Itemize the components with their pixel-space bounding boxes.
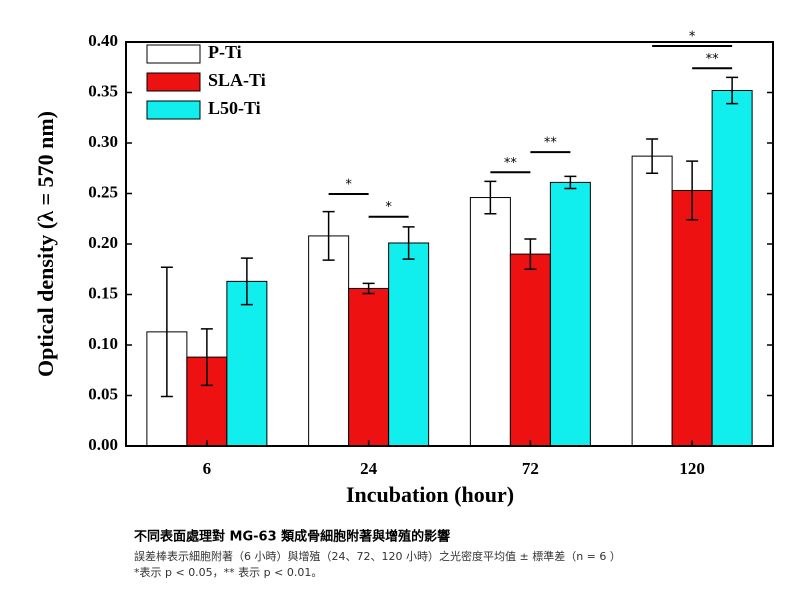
- x-tick-label: 6: [203, 459, 212, 478]
- significance-label: **: [504, 156, 518, 171]
- x-tick-label: 120: [679, 459, 705, 478]
- caption-line: *表示 p < 0.05，** 表示 p < 0.01。: [134, 565, 322, 579]
- y-tick-label: 0.30: [88, 132, 118, 151]
- y-tick-label: 0.15: [88, 283, 118, 302]
- error-bar: [726, 76, 739, 105]
- legend-swatch: [146, 44, 201, 64]
- y-tick-label: 0.00: [88, 435, 118, 454]
- significance-label: *: [345, 178, 352, 193]
- y-tick-label: 0.05: [88, 384, 118, 403]
- error-bar: [484, 180, 497, 215]
- bar: [711, 89, 753, 447]
- significance-label: **: [544, 136, 558, 151]
- y-tick-label: 0.10: [88, 334, 118, 353]
- bar: [509, 253, 551, 447]
- y-tick-label: 0.40: [88, 31, 118, 50]
- x-tick-label: 24: [360, 459, 378, 478]
- significance-label: *: [385, 200, 392, 215]
- error-bar: [646, 138, 659, 175]
- caption-line: 誤差棒表示細胞附著（6 小時）與增殖（24、72、120 小時）之光密度平均值 …: [134, 549, 621, 563]
- y-tick-label: 0.20: [88, 233, 118, 252]
- error-bar: [240, 257, 253, 306]
- x-tick-label: 72: [522, 459, 539, 478]
- error-bar: [362, 282, 375, 295]
- bar: [469, 197, 511, 447]
- error-bar: [564, 175, 577, 190]
- error-bar: [524, 238, 537, 270]
- legend-label: SLA-Ti: [208, 70, 266, 90]
- legend-label: P-Ti: [208, 42, 242, 62]
- error-bar: [160, 266, 173, 398]
- y-axis-label: Optical density (λ = 570 nm): [33, 111, 58, 377]
- legend-swatch: [146, 72, 201, 92]
- error-bar: [200, 328, 213, 387]
- error-bar: [686, 160, 699, 221]
- significance-label: **: [706, 52, 720, 67]
- y-tick-label: 0.35: [88, 81, 118, 100]
- y-tick-label: 0.25: [88, 182, 118, 201]
- significance-label: *: [689, 30, 696, 45]
- error-bar: [322, 210, 335, 261]
- bar: [226, 280, 268, 447]
- caption-title: 不同表面處理對 MG-63 類成骨細胞附著與增殖的影響: [134, 529, 450, 545]
- legend-swatch: [146, 100, 201, 120]
- bar: [671, 189, 713, 447]
- bar: [549, 181, 591, 447]
- error-bar: [402, 226, 415, 260]
- bar: [348, 287, 390, 447]
- bar: [308, 235, 350, 447]
- bar: [631, 155, 673, 447]
- legend-label: L50-Ti: [208, 98, 261, 118]
- x-axis-label: Incubation (hour): [346, 482, 514, 507]
- bar: [388, 242, 430, 447]
- plot-frame: [125, 41, 774, 447]
